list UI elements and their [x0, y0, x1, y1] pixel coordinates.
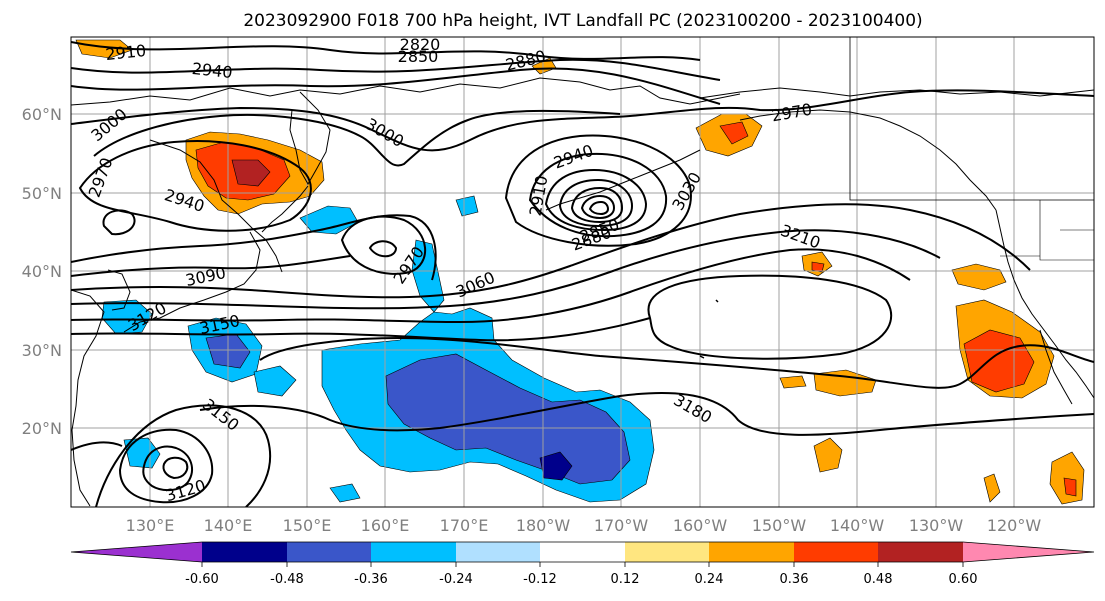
- lat-label: 40°N: [22, 262, 62, 281]
- colorbar-segment: [287, 542, 371, 562]
- colorbar-segment: [540, 542, 625, 562]
- lon-label: 140°W: [830, 516, 885, 535]
- lon-label: 120°W: [987, 516, 1042, 535]
- coast-kamchatka: [289, 91, 331, 186]
- lon-label: 160°E: [361, 516, 410, 535]
- coast-kuriles: [261, 185, 309, 233]
- map-title: 2023092900 F018 700 hPa height, IVT Land…: [243, 11, 922, 31]
- graticule: [71, 37, 1094, 507]
- colorbar-label: -0.36: [354, 572, 388, 587]
- colorbar-label: -0.60: [185, 572, 219, 587]
- map-frame: [70, 36, 1095, 508]
- colorbar-label: -0.12: [523, 572, 557, 587]
- colorbar-label: -0.24: [439, 572, 473, 587]
- contour-label: 2820: [400, 35, 441, 54]
- lon-label: 180°W: [516, 516, 571, 535]
- lon-label: 150°E: [283, 516, 332, 535]
- map-area: 2820 2850 2880 2910 2940 3000 2970 3000 …: [71, 35, 1094, 507]
- colorbar-segment: [878, 542, 963, 562]
- lon-label: 170°W: [594, 516, 649, 535]
- colorbar-label: 0.12: [611, 572, 640, 587]
- lat-label: 50°N: [22, 184, 62, 203]
- coast-china: [71, 289, 105, 507]
- colorbar-label: 0.48: [864, 572, 893, 587]
- lon-label: 170°E: [440, 516, 489, 535]
- coast-alaska-north: [699, 87, 1094, 99]
- lat-label: 20°N: [22, 419, 62, 438]
- border-states: [1000, 200, 1094, 261]
- lon-label: 140°E: [204, 516, 253, 535]
- colorbar-segment: [709, 542, 794, 562]
- ivt-negative-shading: [101, 195, 655, 503]
- coast-okhotsk: [149, 139, 283, 273]
- coast-west-coast-na: [995, 209, 1094, 399]
- colorbar-label: -0.48: [270, 572, 304, 587]
- longitude-labels: 130°E 140°E 150°E 160°E 170°E 180°W 170°…: [126, 516, 1042, 535]
- colorbar-label: 0.60: [949, 572, 978, 587]
- lon-label: 150°W: [752, 516, 807, 535]
- colorbar-segment: [963, 542, 1094, 562]
- colorbar-segment: [371, 542, 456, 562]
- colorbar-label: 0.24: [695, 572, 724, 587]
- lon-label: 130°W: [909, 516, 964, 535]
- coast-siberia: [71, 77, 741, 106]
- coast-gulf-of-alaska: [739, 109, 997, 211]
- colorbar-label: 0.36: [780, 572, 809, 587]
- lat-label: 60°N: [22, 105, 62, 124]
- coast-hawaii: [699, 299, 719, 359]
- lon-label: 130°E: [126, 516, 175, 535]
- contour-label: 2850: [398, 47, 439, 66]
- coastlines: [71, 37, 1094, 507]
- colorbar-segment: [456, 542, 540, 562]
- contour-label: 2910: [105, 41, 147, 64]
- coast-alaska-peninsula: [545, 149, 701, 211]
- colorbar-segment: [625, 542, 709, 562]
- height-contours: [71, 41, 1094, 507]
- latitude-labels: 60°N 50°N 40°N 30°N 20°N: [22, 105, 62, 438]
- colorbar-segment: [794, 542, 878, 562]
- lat-label: 30°N: [22, 341, 62, 360]
- border-canada-us: [849, 37, 1094, 201]
- coast-korea: [107, 269, 131, 311]
- colorbar: -0.60 -0.48 -0.36 -0.24 -0.12 0.12 0.24 …: [70, 541, 1095, 587]
- contour-label: 2940: [191, 59, 233, 82]
- colorbar-segment: [202, 542, 287, 562]
- coast-baja: [1039, 329, 1073, 405]
- colorbar-segment: [71, 542, 202, 562]
- lon-label: 160°W: [673, 516, 728, 535]
